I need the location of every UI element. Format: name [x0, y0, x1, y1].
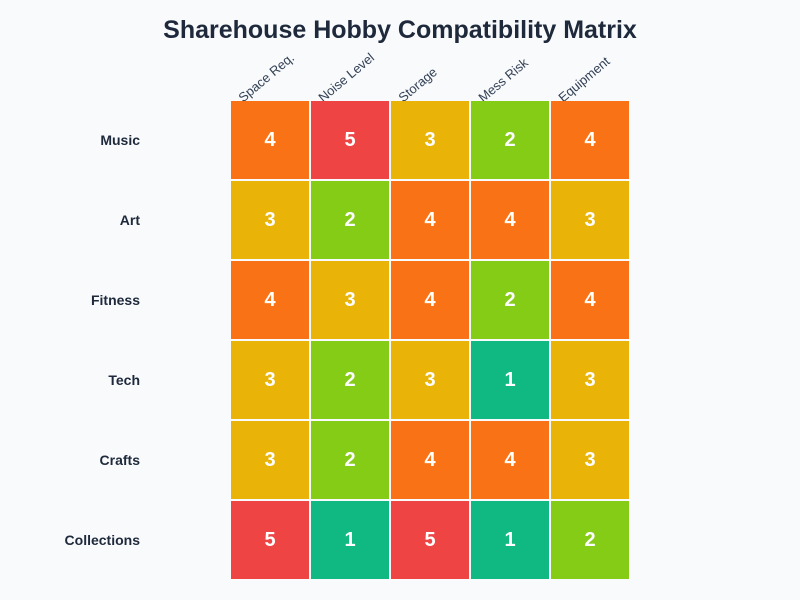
heatmap-cell: 2	[471, 261, 549, 339]
heatmap-cell: 4	[471, 421, 549, 499]
column-label: Noise Level	[315, 49, 378, 105]
heatmap-cell: 3	[231, 421, 309, 499]
heatmap-cell: 2	[311, 341, 389, 419]
heatmap-cell: 3	[551, 421, 629, 499]
heatmap-cell: 3	[551, 181, 629, 259]
column-label: Mess Risk	[475, 54, 531, 105]
heatmap-cell: 5	[311, 101, 389, 179]
row-label: Music	[100, 132, 140, 148]
row-label: Collections	[64, 532, 140, 548]
heatmap-cell: 2	[471, 101, 549, 179]
heatmap-cell: 3	[551, 341, 629, 419]
heatmap-cell: 4	[551, 101, 629, 179]
column-label: Space Req.	[235, 49, 298, 105]
chart-title: Sharehouse Hobby Compatibility Matrix	[163, 16, 637, 44]
heatmap-cell: 4	[551, 261, 629, 339]
heatmap-cell: 5	[231, 501, 309, 579]
column-label: Storage	[395, 64, 440, 105]
heatmap-cell: 4	[391, 181, 469, 259]
heatmap-cell: 3	[231, 181, 309, 259]
column-label: Equipment	[555, 53, 613, 105]
heatmap-cell: 2	[311, 421, 389, 499]
heatmap-cell: 1	[471, 501, 549, 579]
heatmap-cell: 4	[231, 261, 309, 339]
heatmap-cell: 4	[471, 181, 549, 259]
heatmap-cell: 4	[231, 101, 309, 179]
row-label: Fitness	[90, 292, 140, 308]
heatmap-cell: 2	[551, 501, 629, 579]
heatmap-cell: 1	[311, 501, 389, 579]
heatmap-cell: 3	[391, 341, 469, 419]
heatmap-cell: 4	[391, 261, 469, 339]
heatmap-cell: 5	[391, 501, 469, 579]
row-label: Crafts	[99, 452, 140, 468]
row-label: Tech	[108, 372, 140, 388]
heatmap-cell: 1	[471, 341, 549, 419]
heatmap-cell: 3	[391, 101, 469, 179]
row-label: Art	[119, 212, 140, 228]
heatmap-cell: 4	[391, 421, 469, 499]
heatmap-cell: 3	[311, 261, 389, 339]
heatmap-cell: 2	[311, 181, 389, 259]
heatmap-cell: 3	[231, 341, 309, 419]
